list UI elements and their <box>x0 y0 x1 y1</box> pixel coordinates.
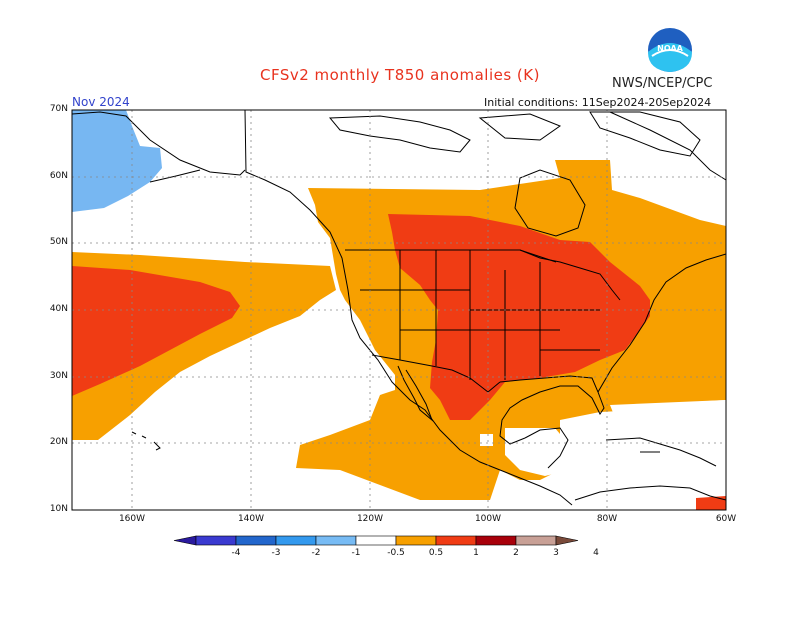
lat-label: 30N <box>49 371 68 381</box>
colorbar-segment <box>395 535 437 546</box>
lat-label: 40N <box>49 304 68 314</box>
colorbar-label: 4 <box>593 548 599 558</box>
colorbar-label: -4 <box>231 548 241 558</box>
colorbar-label: 1 <box>473 548 479 558</box>
colorbar-label: 3 <box>553 548 559 558</box>
colorbar-segment <box>515 535 557 546</box>
colorbar-label: -1 <box>351 548 361 558</box>
lon-label: 120W <box>356 514 384 524</box>
colorbar-segment <box>235 535 277 546</box>
map-frame <box>71 109 727 511</box>
lat-label: 60N <box>49 171 68 181</box>
noaa-logo-text: NOAA <box>657 44 683 53</box>
colorbar-label: 2 <box>513 548 519 558</box>
lon-label: 160W <box>118 514 146 524</box>
colorbar-segment <box>475 535 517 546</box>
lon-label: 140W <box>237 514 265 524</box>
lon-label: 100W <box>474 514 502 524</box>
lat-label: 20N <box>49 437 68 447</box>
lon-label: 80W <box>596 514 618 524</box>
colorbar-label: -3 <box>271 548 281 558</box>
anomaly-region-blue <box>72 110 162 212</box>
map-panel <box>71 109 727 511</box>
noaa-logo <box>648 28 692 72</box>
colorbar-segment <box>435 535 477 546</box>
colorbar-arrow-low <box>173 535 197 546</box>
graticule <box>72 110 726 510</box>
lat-label: 50N <box>49 237 68 247</box>
colorbar-segment <box>275 535 317 546</box>
colorbar-label: -0.5 <box>387 548 405 558</box>
colorbar-label: -2 <box>311 548 321 558</box>
agency-label: NWS/NCEP/CPC <box>612 76 713 91</box>
colorbar-segment <box>195 535 237 546</box>
lon-label: 60W <box>715 514 737 524</box>
colorbar <box>173 535 579 546</box>
lat-label: 70N <box>49 104 68 114</box>
initial-conditions: Initial conditions: 11Sep2024-20Sep2024 <box>484 96 712 109</box>
colorbar-segment <box>315 535 357 546</box>
colorbar-label: 0.5 <box>428 548 444 558</box>
anomaly-region-red <box>72 214 726 510</box>
colorbar-segment <box>355 535 397 546</box>
map-title: CFSv2 monthly T850 anomalies (K) <box>260 66 540 84</box>
forecast-month: Nov 2024 <box>72 95 130 109</box>
coastlines <box>71 109 727 506</box>
neutral-patches <box>480 400 726 476</box>
colorbar-arrow-high <box>555 535 579 546</box>
lat-label: 10N <box>49 504 68 514</box>
